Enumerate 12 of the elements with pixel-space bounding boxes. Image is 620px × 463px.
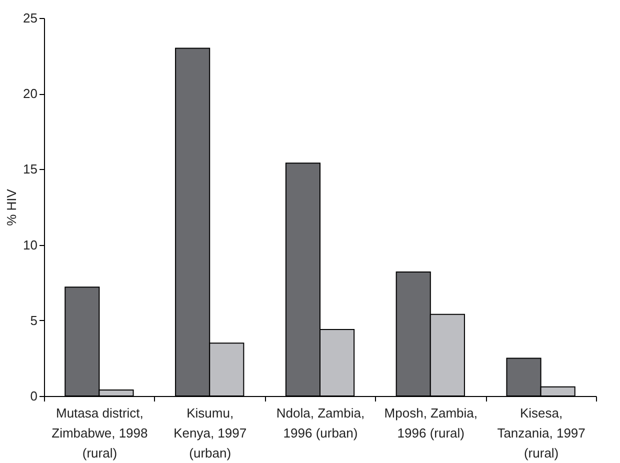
x-tick-label: Mutasa district, Zimbabwe, 1998 (rural): [52, 406, 148, 460]
y-tick-label: 20: [23, 86, 38, 102]
x-tick-label: Ndola, Zambia, 1996 (urban): [276, 406, 365, 440]
y-tick-label: 0: [30, 388, 38, 404]
y-axis-title: % HIV: [4, 188, 20, 226]
x-tick-label: Kisumu, Kenya, 1997 (urban): [174, 406, 247, 460]
y-tick-label: 10: [23, 237, 38, 252]
y-tick-label: 25: [23, 10, 38, 26]
y-tick-label: 5: [30, 312, 38, 328]
x-tick-label: Kisesa, Tanzania, 1997 (rural): [497, 406, 586, 460]
x-tick-label: Mposh, Zambia, 1996 (rural): [384, 406, 478, 440]
y-tick-label: 15: [23, 162, 38, 177]
